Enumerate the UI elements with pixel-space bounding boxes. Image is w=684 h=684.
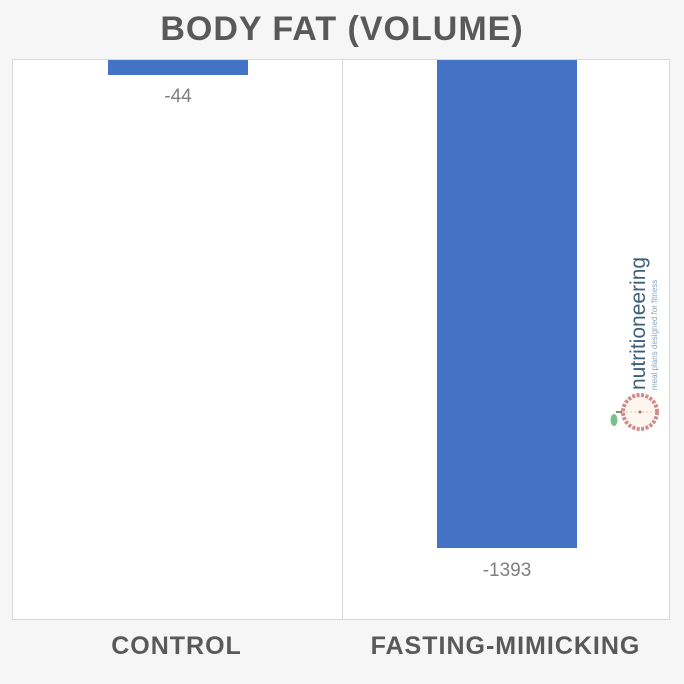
logo-tagline: meal plans designed for fitness [650, 279, 659, 390]
apple-icon [610, 393, 659, 431]
logo-wordmark: nutritioneering [627, 256, 650, 390]
plot-area: -44 -1393 [12, 60, 670, 620]
plot-top-border [12, 59, 670, 60]
category-label-control: CONTROL [111, 632, 242, 660]
data-label-control: -44 [164, 86, 192, 107]
data-label-fasting-mimicking: -1393 [482, 560, 532, 581]
nutritioneering-logo: nutritioneering meal plans designed for … [608, 240, 668, 440]
chart-title: BODY FAT (VOLUME) [160, 10, 524, 48]
category-label-fasting-mimicking: FASTING-MIMICKING [370, 632, 641, 660]
category-divider [342, 60, 343, 620]
bar-fasting-mimicking [437, 60, 577, 548]
bar-control [108, 60, 248, 75]
